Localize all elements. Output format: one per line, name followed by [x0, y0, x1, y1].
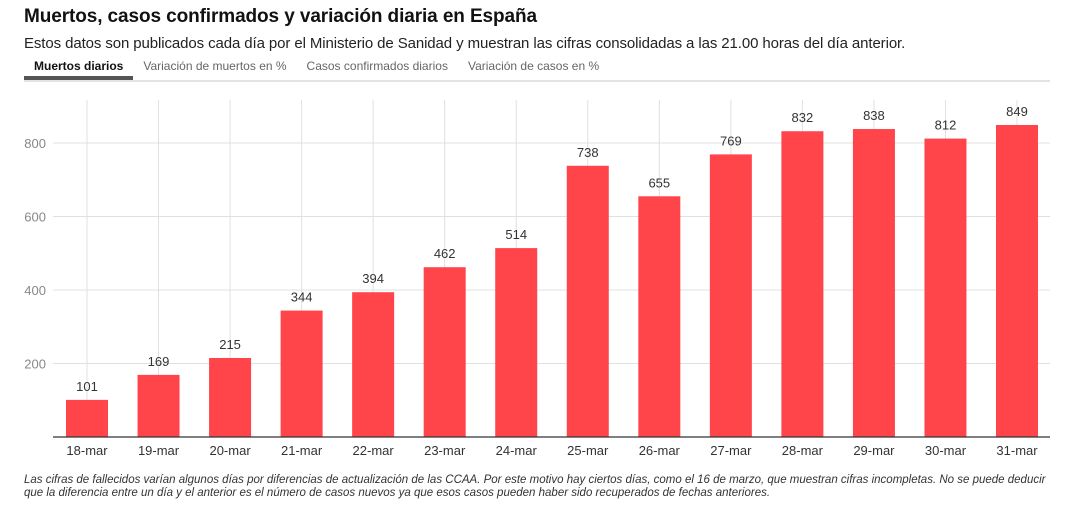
x-tick-label: 29-mar [853, 443, 895, 458]
footnote: Las cifras de fallecidos varían algunos … [24, 474, 1046, 499]
data-label: 344 [291, 290, 313, 305]
x-tick-label: 24-mar [496, 443, 538, 458]
tab-variacion-muertos[interactable]: Variación de muertos en % [143, 59, 287, 73]
bar [638, 196, 681, 437]
x-axis-ticks: 18-mar 19-mar 20-mar 21-mar 22-mar 23-mar 24-m… [66, 443, 1038, 458]
chart-title: Muertos, casos confirmados y variación d… [24, 6, 537, 27]
data-label: 838 [863, 108, 885, 123]
y-tick-label: 400 [24, 283, 46, 298]
x-tick-label: 21-mar [281, 443, 323, 458]
chart-tabs: Muertos diarios Variación de muertos en … [24, 58, 1050, 82]
x-tick-label: 26-mar [639, 443, 681, 458]
data-label: 655 [648, 175, 670, 190]
tab-variacion-casos[interactable]: Variación de casos en % [467, 59, 600, 73]
x-tick-label: 27-mar [710, 443, 752, 458]
data-label: 832 [792, 110, 814, 125]
bar-chart: 101 169 215 344 394 462 514 738 655 769 832 838 812 8… [24, 100, 1050, 458]
bar [709, 154, 752, 437]
data-label: 215 [219, 337, 241, 352]
data-label: 394 [362, 271, 384, 286]
chart-subtitle: Estos datos son publicados cada día por … [24, 35, 906, 52]
data-label: 769 [720, 133, 742, 148]
bar [924, 138, 967, 437]
y-axis-ticks: 200 400 600 800 [24, 136, 46, 372]
tab-casos-confirmados[interactable]: Casos confirmados diarios [306, 59, 448, 73]
bar [280, 310, 323, 437]
x-tick-label: 20-mar [209, 443, 251, 458]
y-tick-label: 600 [24, 210, 46, 225]
bar [66, 399, 108, 437]
tab-muertos-diarios[interactable]: Muertos diarios [24, 58, 134, 80]
x-tick-label: 30-mar [925, 443, 967, 458]
x-tick-label: 23-mar [424, 443, 466, 458]
x-tick-label: 19-mar [138, 443, 180, 458]
data-label: 514 [505, 227, 527, 242]
bar [209, 357, 252, 437]
x-tick-label: 25-mar [567, 443, 609, 458]
x-tick-label: 28-mar [782, 443, 824, 458]
x-tick-label: 22-mar [353, 443, 395, 458]
y-tick-label: 200 [24, 357, 46, 372]
x-tick-label: 31-mar [996, 443, 1038, 458]
bar [423, 267, 466, 437]
bar [566, 165, 609, 437]
x-tick-label: 18-mar [66, 443, 108, 458]
bar [852, 129, 895, 437]
data-label: 101 [76, 379, 98, 394]
data-label: 462 [434, 246, 456, 261]
bar [137, 374, 180, 437]
bar [495, 248, 538, 437]
data-labels: 101 169 215 344 394 462 514 738 655 769 832 838 812 8… [76, 104, 1028, 394]
bar [352, 292, 395, 437]
y-tick-label: 800 [24, 136, 46, 151]
data-label: 849 [1006, 104, 1028, 119]
bars [66, 124, 1038, 438]
data-label: 812 [935, 118, 957, 133]
bar [996, 124, 1038, 438]
y-gridlines [53, 142, 1050, 364]
bar [781, 131, 824, 438]
data-label: 169 [148, 354, 170, 369]
data-label: 738 [577, 145, 599, 160]
